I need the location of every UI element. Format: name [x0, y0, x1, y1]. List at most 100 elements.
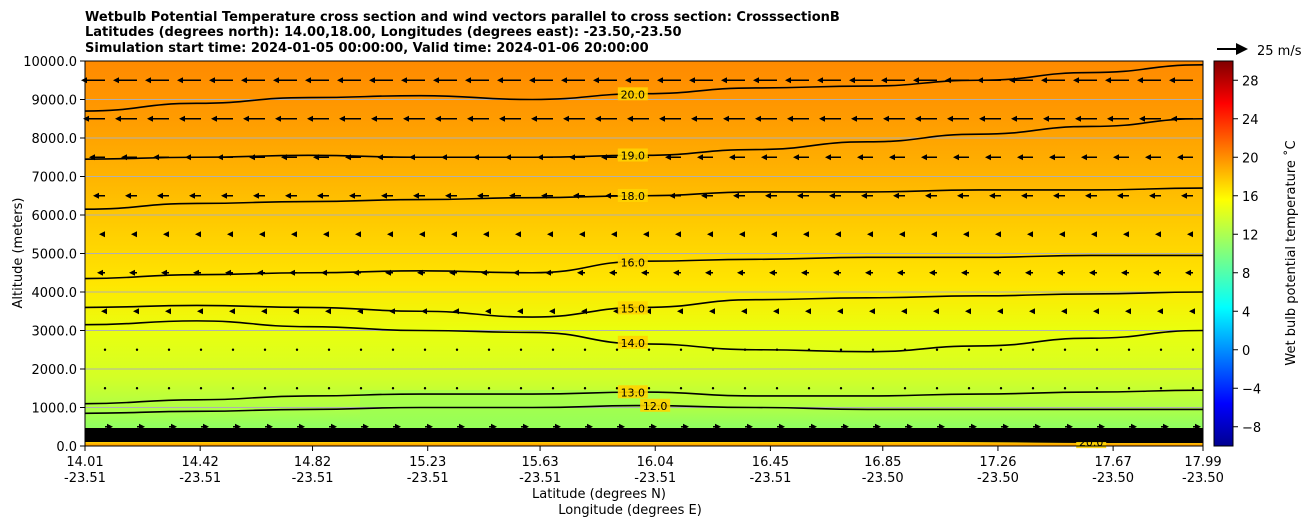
wind-vector-head [403, 115, 409, 122]
y-tick-label: 10000.0 [23, 55, 77, 70]
wind-vector-head [189, 192, 195, 199]
colorbar-tick-label: 20 [1242, 151, 1259, 166]
wind-vector-head [451, 231, 457, 238]
colorbar-ticks: −8 −4 0 4 8 12 16 20 24 28 [1233, 74, 1261, 436]
y-tick-label: 7000.0 [32, 171, 78, 186]
x-tick-label-lat: 17.99 [1184, 455, 1221, 470]
x-tick-label-lat: 14.42 [182, 455, 219, 470]
wind-vector-head [211, 115, 217, 122]
y-tick-label: 3000.0 [32, 325, 78, 340]
contour-label: 12.0 [643, 400, 668, 413]
wind-vector-head [209, 77, 215, 84]
wind-vector-head [691, 115, 697, 122]
contour-label-bg [640, 398, 671, 412]
wind-vector-head [157, 192, 163, 199]
wind-vector-head [755, 115, 761, 122]
wind-vector-head [925, 192, 931, 199]
wind-vector-head [435, 115, 441, 122]
wind-vector-head [1091, 231, 1097, 238]
wind-vector-head [979, 115, 985, 122]
wind-vector-head [997, 308, 1003, 315]
wind-vector-head [837, 308, 843, 315]
plot-area: 20.019.018.016.015.014.013.012.020.0 [81, 60, 1204, 449]
wind-vector-head [769, 269, 775, 276]
wind-vector [647, 348, 651, 351]
wind-vector-head [1187, 231, 1193, 238]
wind-vector-head [921, 154, 927, 161]
wind-vector [391, 387, 395, 390]
wind-vector-head [861, 192, 867, 199]
wind-vector-head [705, 269, 711, 276]
wind-vector-head [1011, 115, 1017, 122]
wind-vector-head [963, 231, 969, 238]
wind-vector [295, 348, 299, 351]
x-tick-label-lat: 16.45 [752, 455, 789, 470]
wind-vector [1127, 387, 1131, 390]
wind-vector [679, 348, 683, 351]
contour-label-bg [617, 301, 648, 315]
wind-vector-head [1157, 308, 1163, 315]
wind-vector-head [445, 192, 451, 199]
wind-vector-head [275, 115, 281, 122]
x-tick-label-lon: -23.51 [519, 471, 561, 486]
wind-vector-head [1017, 154, 1023, 161]
wind-vector-head [609, 269, 615, 276]
wind-vector-head [961, 269, 967, 276]
x-tick-label-lon: -23.51 [749, 471, 791, 486]
x-tick-label-lon: -23.51 [407, 471, 449, 486]
wind-vector-head [195, 231, 201, 238]
wind-vector-head [723, 115, 729, 122]
wind-vector-head [1121, 269, 1127, 276]
wind-vector [1063, 387, 1067, 390]
x-tick-label-lat: 14.82 [294, 455, 331, 470]
wind-vector [199, 387, 203, 390]
x-tick-label-lon: -23.50 [862, 471, 904, 486]
wind-vector-head [883, 115, 889, 122]
wind-vector [263, 387, 267, 390]
wind-vector [359, 348, 363, 351]
wind-vector-head [901, 308, 907, 315]
wind-vector [551, 348, 555, 351]
wind-vector-head [1155, 231, 1161, 238]
y-tick-label: 0.0 [56, 440, 77, 455]
wind-vector-head [1081, 154, 1087, 161]
x-tick-label-lon: -23.50 [1182, 471, 1224, 486]
contour-label-bg [617, 87, 648, 101]
wind-vector-head [465, 77, 471, 84]
wind-vector-head [771, 231, 777, 238]
wind-vector [167, 348, 171, 351]
wind-vector [967, 348, 971, 351]
wind-vector-head [1021, 192, 1027, 199]
colorbar: −8 −4 0 4 8 12 16 20 24 28 Wet bulb potential tem… [1213, 60, 1299, 447]
title-line-1: Wetbulb Potential Temperature cross sect… [85, 10, 840, 25]
wind-vector-head [113, 77, 119, 84]
x-tick-label-lat: 15.23 [409, 455, 446, 470]
wind-vector-head [893, 192, 899, 199]
wind-vector-head [785, 77, 791, 84]
wind-vector-head [531, 115, 537, 122]
wind-vector-head [161, 269, 167, 276]
wind-vector-head [593, 77, 599, 84]
wind-vector-head [985, 154, 991, 161]
wind-vector-head [741, 308, 747, 315]
wind-vector-head [865, 269, 871, 276]
quiver-key-label: 25 m/s [1257, 44, 1302, 59]
wind-vector [583, 387, 587, 390]
wind-vector-head [577, 269, 583, 276]
wind-vector-head [563, 115, 569, 122]
x-tick-label-lon: -23.51 [179, 471, 221, 486]
wind-vector-head [381, 192, 387, 199]
wind-vector-head [125, 192, 131, 199]
wind-vector-head [929, 269, 935, 276]
wind-vector-head [611, 231, 617, 238]
wind-vector-head [355, 231, 361, 238]
wind-vector [231, 387, 235, 390]
wind-vector-head [773, 308, 779, 315]
wind-vector-head [401, 77, 407, 84]
y-tick-label: 9000.0 [32, 94, 78, 109]
wind-vector-head [1029, 308, 1035, 315]
wind-vector-head [697, 154, 703, 161]
x-tick-label-lat: 16.04 [637, 455, 674, 470]
colorbar-tick-label: 8 [1242, 267, 1250, 282]
wind-vector-head [83, 115, 89, 122]
